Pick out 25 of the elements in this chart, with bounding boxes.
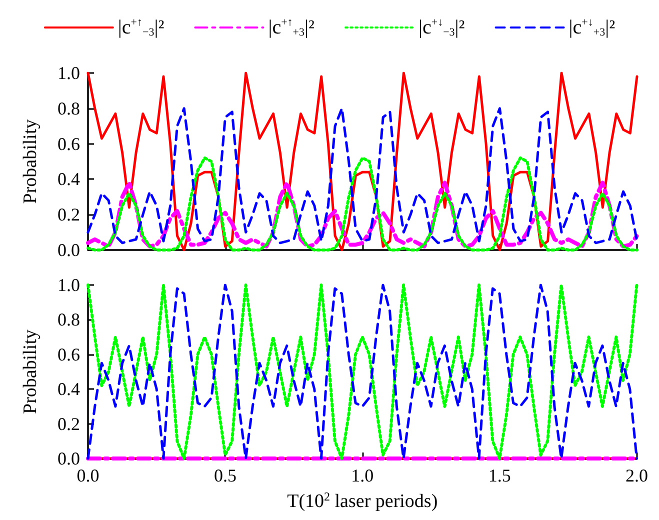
- y-axis-title: Probability: [20, 329, 41, 414]
- y-tick-label: 0.2: [58, 414, 80, 434]
- y-tick-label: 0.6: [58, 344, 80, 364]
- y-tick-label: 0.0: [58, 240, 80, 260]
- legend-label: |c+↑−3|²: [118, 16, 164, 38]
- x-tick-label: 2.0: [626, 466, 648, 486]
- legend-label: |c+↓−3|²: [418, 16, 465, 38]
- y-tick-label: 1.0: [58, 275, 80, 295]
- y-tick-label: 1.0: [58, 63, 80, 83]
- y-tick-label: 0.0: [58, 448, 80, 468]
- y-tick-label: 0.8: [58, 310, 80, 330]
- y-axis-title: Probability: [20, 118, 41, 204]
- y-tick-label: 0.6: [58, 134, 80, 154]
- y-tick-label: 0.4: [58, 379, 80, 400]
- y-tick-label: 0.4: [58, 169, 80, 190]
- line-series: [86, 180, 639, 248]
- x-tick-label: 1.5: [488, 466, 511, 486]
- x-tick-label: 1.0: [351, 466, 374, 486]
- x-tick-label: 0.0: [76, 466, 100, 486]
- y-tick-label: 0.8: [58, 98, 80, 118]
- legend-label: |c+↑+3|²: [268, 16, 315, 38]
- y-tick-label: 0.2: [58, 204, 80, 225]
- line-series: [86, 107, 638, 244]
- x-tick-label: 0.5: [214, 466, 236, 486]
- legend-label: |c+↓+3|²: [568, 16, 616, 38]
